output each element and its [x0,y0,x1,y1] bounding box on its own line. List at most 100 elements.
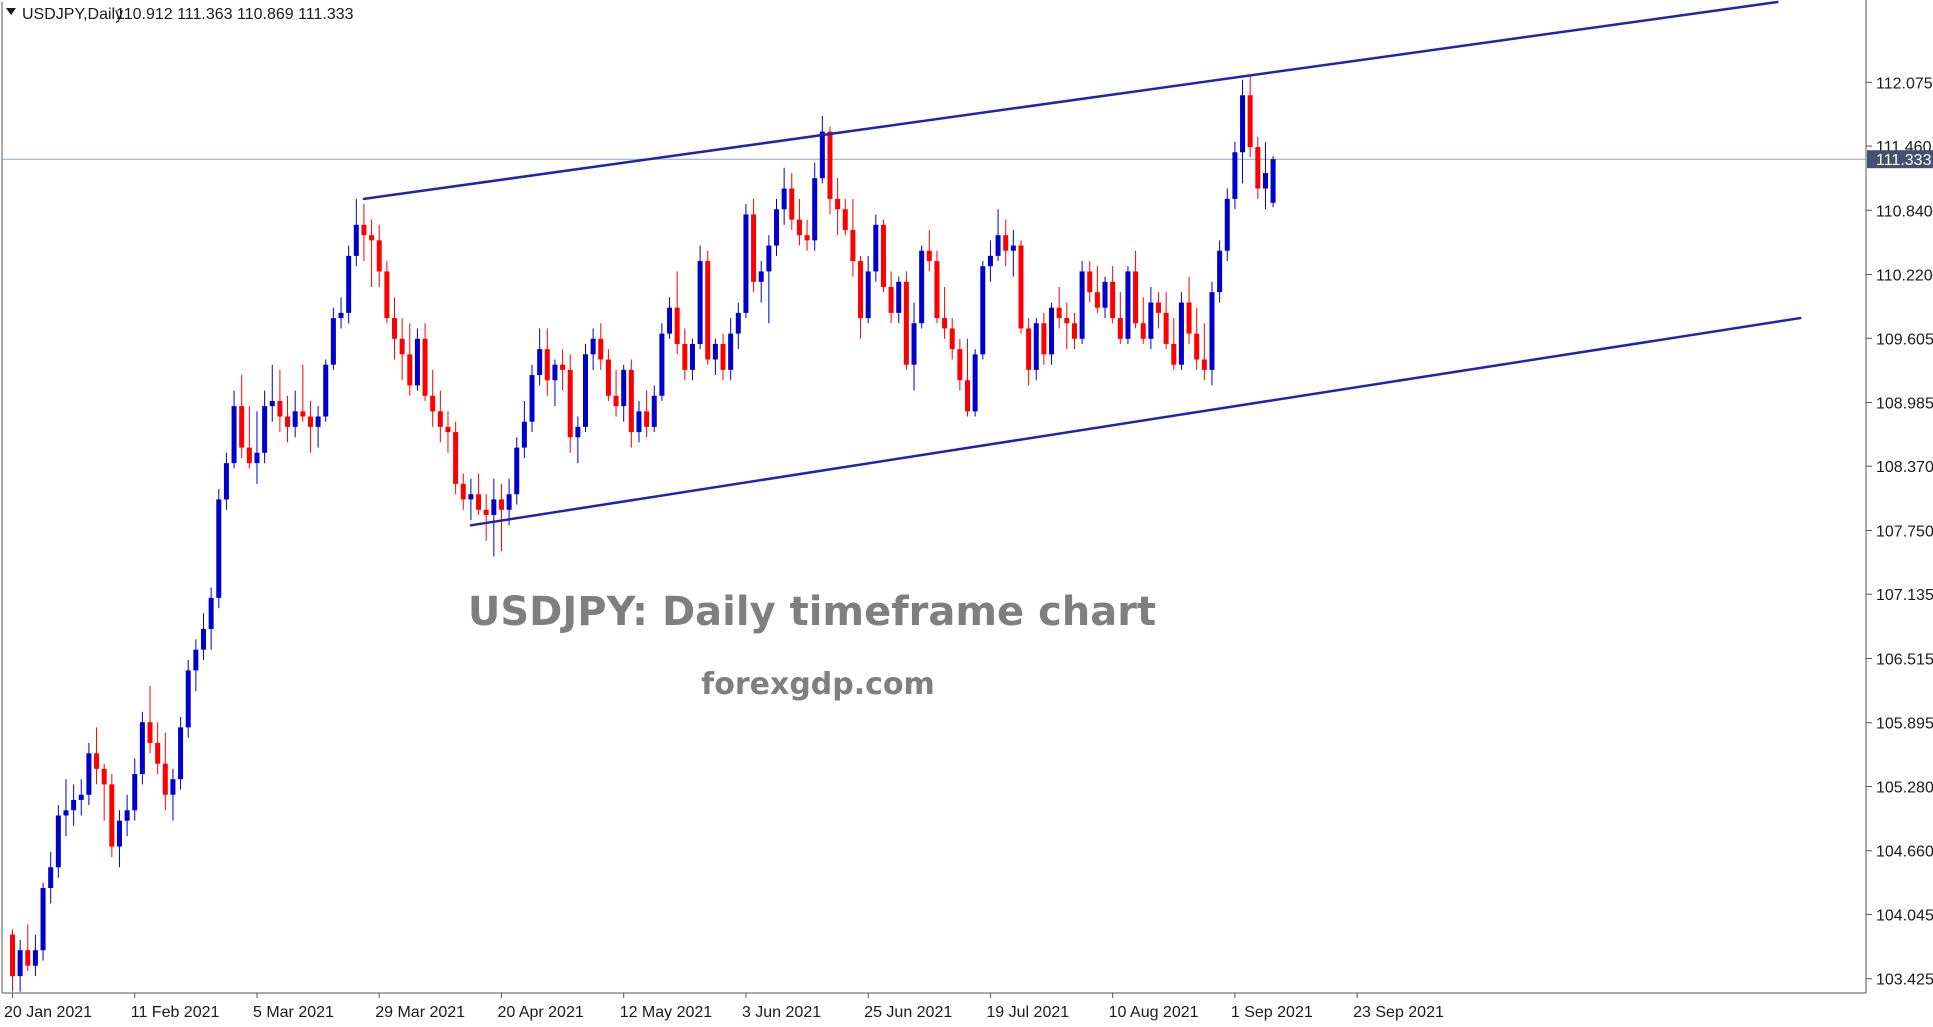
candle[interactable] [392,297,397,360]
candle[interactable] [422,323,428,401]
candle[interactable] [957,338,963,391]
candle[interactable] [361,204,367,262]
candle[interactable] [560,349,566,391]
candle[interactable] [369,219,375,287]
candle[interactable] [63,779,69,837]
dropdown-triangle-icon[interactable] [6,8,16,15]
candle[interactable] [636,400,642,443]
candle[interactable] [812,162,818,251]
candle[interactable] [934,250,940,324]
candle[interactable] [552,359,558,407]
candle[interactable] [896,276,902,324]
candle[interactable] [430,369,436,427]
candle[interactable] [796,198,802,246]
candle[interactable] [521,400,527,458]
candle[interactable] [101,763,107,821]
candle[interactable] [980,261,986,360]
candle[interactable] [628,359,634,448]
candle[interactable] [674,271,680,355]
candle[interactable] [544,328,550,396]
candle[interactable] [1148,286,1154,350]
candle[interactable] [705,250,711,365]
candle[interactable] [1209,281,1215,386]
candle[interactable] [1270,156,1276,208]
candle[interactable] [919,245,925,329]
candle[interactable] [888,271,894,324]
candle[interactable] [644,390,650,438]
candle[interactable] [1224,188,1230,262]
candle[interactable] [193,639,199,692]
candle[interactable] [116,810,122,868]
candle[interactable] [48,851,54,904]
candle[interactable] [1033,318,1039,381]
candle[interactable] [942,286,948,339]
candle[interactable] [147,685,153,754]
candle[interactable] [376,224,382,287]
candle[interactable] [491,478,497,557]
candle[interactable] [781,167,787,225]
candle[interactable] [590,328,596,370]
candle[interactable] [1240,79,1246,184]
candle[interactable] [651,385,657,433]
candle[interactable] [689,338,695,381]
candle[interactable] [1041,312,1047,365]
candle[interactable] [1133,250,1139,329]
candle[interactable] [346,245,352,324]
candle[interactable] [1163,292,1169,350]
candle[interactable] [789,172,795,230]
candle[interactable] [621,364,627,422]
candle[interactable] [231,390,237,469]
candle[interactable] [1171,318,1177,370]
candle[interactable] [1156,292,1161,329]
candle[interactable] [529,364,535,433]
candle[interactable] [804,219,810,251]
candle[interactable] [735,302,741,350]
candle[interactable] [109,774,115,857]
candle[interactable] [330,307,336,370]
upper-channel-trendline[interactable] [362,0,1779,201]
candle[interactable] [751,198,757,293]
candle[interactable] [453,421,459,495]
candle[interactable] [25,924,31,971]
candle[interactable] [307,400,313,453]
candle[interactable] [659,323,665,401]
candle[interactable] [468,478,474,521]
candle[interactable] [262,390,268,464]
candle[interactable] [414,328,420,391]
candle[interactable] [139,711,145,785]
candle[interactable] [1140,297,1146,344]
candle[interactable] [300,364,306,422]
candle[interactable] [1003,219,1009,267]
candle[interactable] [124,794,130,837]
candle[interactable] [55,805,61,878]
candle[interactable] [1247,74,1253,158]
candle[interactable] [506,478,512,526]
candle[interactable] [1255,136,1261,199]
candle[interactable] [903,271,909,370]
candle[interactable] [277,369,283,433]
candle[interactable] [32,934,38,977]
candle[interactable] [583,343,588,433]
candle[interactable] [323,359,329,422]
candle[interactable] [1178,292,1184,370]
candle[interactable] [315,406,321,448]
candle[interactable] [850,198,856,277]
candle[interactable] [1125,266,1131,344]
candle[interactable] [1201,323,1207,381]
candle[interactable] [567,354,573,453]
candle[interactable] [766,235,772,324]
candle[interactable] [667,297,673,339]
candle[interactable] [10,929,15,992]
candle[interactable] [460,473,466,510]
candle[interactable] [208,587,214,650]
candle[interactable] [949,318,955,360]
candle[interactable] [995,209,1001,262]
candle[interactable] [285,395,291,443]
candle[interactable] [819,115,825,184]
candle[interactable] [1056,286,1062,329]
candle[interactable] [774,198,779,256]
candle[interactable] [598,323,604,370]
candle[interactable] [132,758,138,821]
candle[interactable] [17,939,23,992]
